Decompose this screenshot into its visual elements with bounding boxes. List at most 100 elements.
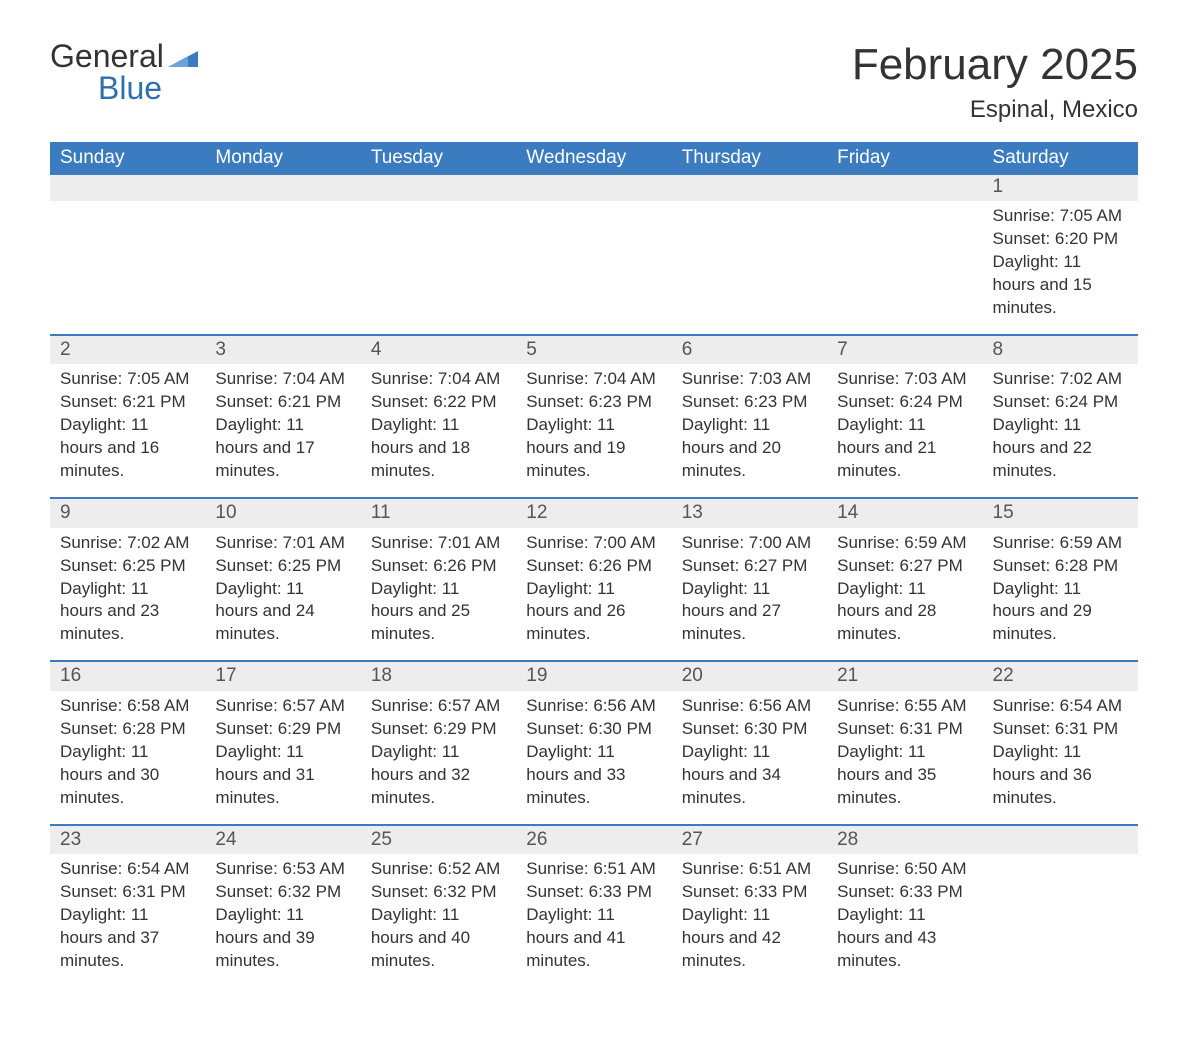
sunrise-text: Sunrise: 6:58 AM [60,695,195,718]
sunset-text: Sunset: 6:21 PM [60,391,195,414]
calendar-day: 24 Sunrise: 6:53 AM Sunset: 6:32 PM Dayl… [205,824,360,987]
week1-number-strip: 1 [50,175,1138,201]
calendar-day: 5 Sunrise: 7:04 AM Sunset: 6:23 PM Dayli… [516,334,671,497]
sunset-text: Sunset: 6:33 PM [526,881,661,904]
day-number: 28 [827,824,982,855]
calendar-day: 15 Sunrise: 6:59 AM Sunset: 6:28 PM Dayl… [983,497,1138,660]
daylight-text: Daylight: 11 hours and 23 minutes. [60,578,195,647]
day-empty [827,175,982,201]
sunrise-text: Sunrise: 6:54 AM [993,695,1128,718]
daylight-text: Daylight: 11 hours and 36 minutes. [993,741,1128,810]
dow-friday: Friday [827,142,982,175]
sunrise-text: Sunrise: 7:01 AM [215,532,350,555]
day-number: 25 [361,824,516,855]
day-number: 7 [827,334,982,365]
calendar-week: 16 Sunrise: 6:58 AM Sunset: 6:28 PM Dayl… [50,660,1138,823]
flag-icon [168,40,198,72]
sunset-text: Sunset: 6:28 PM [60,718,195,741]
day-number: 2 [50,334,205,365]
daylight-text: Daylight: 11 hours and 40 minutes. [371,904,506,973]
daylight-text: Daylight: 11 hours and 21 minutes. [837,414,972,483]
sunrise-text: Sunrise: 6:59 AM [837,532,972,555]
title-block: February 2025 Espinal, Mexico [852,40,1138,124]
daylight-text: Daylight: 11 hours and 34 minutes. [682,741,817,810]
calendar-day: 21 Sunrise: 6:55 AM Sunset: 6:31 PM Dayl… [827,660,982,823]
calendar-day: 3 Sunrise: 7:04 AM Sunset: 6:21 PM Dayli… [205,334,360,497]
sunrise-text: Sunrise: 7:03 AM [682,368,817,391]
day-number: 20 [672,660,827,691]
calendar-day-empty [516,205,671,334]
location-label: Espinal, Mexico [852,96,1138,124]
daylight-text: Daylight: 11 hours and 43 minutes. [837,904,972,973]
document-page: General Blue February 2025 Espinal, Mexi… [0,0,1188,1037]
calendar-day: 6 Sunrise: 7:03 AM Sunset: 6:23 PM Dayli… [672,334,827,497]
sunrise-text: Sunrise: 7:00 AM [526,532,661,555]
sunrise-text: Sunrise: 6:57 AM [371,695,506,718]
daylight-text: Daylight: 11 hours and 28 minutes. [837,578,972,647]
sunrise-text: Sunrise: 7:04 AM [215,368,350,391]
calendar-week: 2 Sunrise: 7:05 AM Sunset: 6:21 PM Dayli… [50,334,1138,497]
day-number: 9 [50,497,205,528]
page-title: February 2025 [852,40,1138,90]
daylight-text: Daylight: 11 hours and 37 minutes. [60,904,195,973]
day-empty [672,175,827,201]
calendar-day: 14 Sunrise: 6:59 AM Sunset: 6:27 PM Dayl… [827,497,982,660]
dow-wednesday: Wednesday [516,142,671,175]
day-number: 18 [361,660,516,691]
sunrise-text: Sunrise: 7:00 AM [682,532,817,555]
sunrise-text: Sunrise: 7:04 AM [526,368,661,391]
sunset-text: Sunset: 6:26 PM [371,555,506,578]
calendar-day-empty [983,824,1138,987]
sunrise-text: Sunrise: 6:51 AM [682,858,817,881]
calendar-day: 11 Sunrise: 7:01 AM Sunset: 6:26 PM Dayl… [361,497,516,660]
calendar-day: 20 Sunrise: 6:56 AM Sunset: 6:30 PM Dayl… [672,660,827,823]
calendar-day: 8 Sunrise: 7:02 AM Sunset: 6:24 PM Dayli… [983,334,1138,497]
sunrise-text: Sunrise: 6:52 AM [371,858,506,881]
day-number: 23 [50,824,205,855]
day-number: 27 [672,824,827,855]
day-number: 10 [205,497,360,528]
calendar-day-empty [50,205,205,334]
sunset-text: Sunset: 6:24 PM [837,391,972,414]
calendar-day: 7 Sunrise: 7:03 AM Sunset: 6:24 PM Dayli… [827,334,982,497]
calendar-day: 2 Sunrise: 7:05 AM Sunset: 6:21 PM Dayli… [50,334,205,497]
sunrise-text: Sunrise: 7:05 AM [993,205,1128,228]
sunrise-text: Sunrise: 6:53 AM [215,858,350,881]
day-of-week-header: Sunday Monday Tuesday Wednesday Thursday… [50,142,1138,175]
dow-saturday: Saturday [983,142,1138,175]
sunset-text: Sunset: 6:21 PM [215,391,350,414]
day-number: 11 [361,497,516,528]
dow-thursday: Thursday [672,142,827,175]
day-empty [50,175,205,201]
day-number: 12 [516,497,671,528]
daylight-text: Daylight: 11 hours and 15 minutes. [993,251,1128,320]
calendar-day: 16 Sunrise: 6:58 AM Sunset: 6:28 PM Dayl… [50,660,205,823]
sunrise-text: Sunrise: 6:56 AM [526,695,661,718]
sunset-text: Sunset: 6:28 PM [993,555,1128,578]
dow-sunday: Sunday [50,142,205,175]
sunrise-text: Sunrise: 6:55 AM [837,695,972,718]
daylight-text: Daylight: 11 hours and 42 minutes. [682,904,817,973]
sunrise-text: Sunrise: 6:57 AM [215,695,350,718]
sunrise-text: Sunrise: 6:59 AM [993,532,1128,555]
daylight-text: Daylight: 11 hours and 18 minutes. [371,414,506,483]
calendar-day: 25 Sunrise: 6:52 AM Sunset: 6:32 PM Dayl… [361,824,516,987]
day-number: 22 [983,660,1138,691]
sunrise-text: Sunrise: 7:02 AM [60,532,195,555]
sunset-text: Sunset: 6:33 PM [837,881,972,904]
sunrise-text: Sunrise: 7:03 AM [837,368,972,391]
day-number: 13 [672,497,827,528]
sunset-text: Sunset: 6:33 PM [682,881,817,904]
daylight-text: Daylight: 11 hours and 39 minutes. [215,904,350,973]
sunset-text: Sunset: 6:23 PM [682,391,817,414]
sunrise-text: Sunrise: 7:04 AM [371,368,506,391]
daylight-text: Daylight: 11 hours and 35 minutes. [837,741,972,810]
header-row: General Blue February 2025 Espinal, Mexi… [50,40,1138,124]
calendar-day: 28 Sunrise: 6:50 AM Sunset: 6:33 PM Dayl… [827,824,982,987]
calendar-grid: Sunday Monday Tuesday Wednesday Thursday… [50,142,1138,987]
daylight-text: Daylight: 11 hours and 24 minutes. [215,578,350,647]
sunset-text: Sunset: 6:30 PM [526,718,661,741]
sunset-text: Sunset: 6:25 PM [215,555,350,578]
sunset-text: Sunset: 6:29 PM [371,718,506,741]
sunset-text: Sunset: 6:31 PM [993,718,1128,741]
